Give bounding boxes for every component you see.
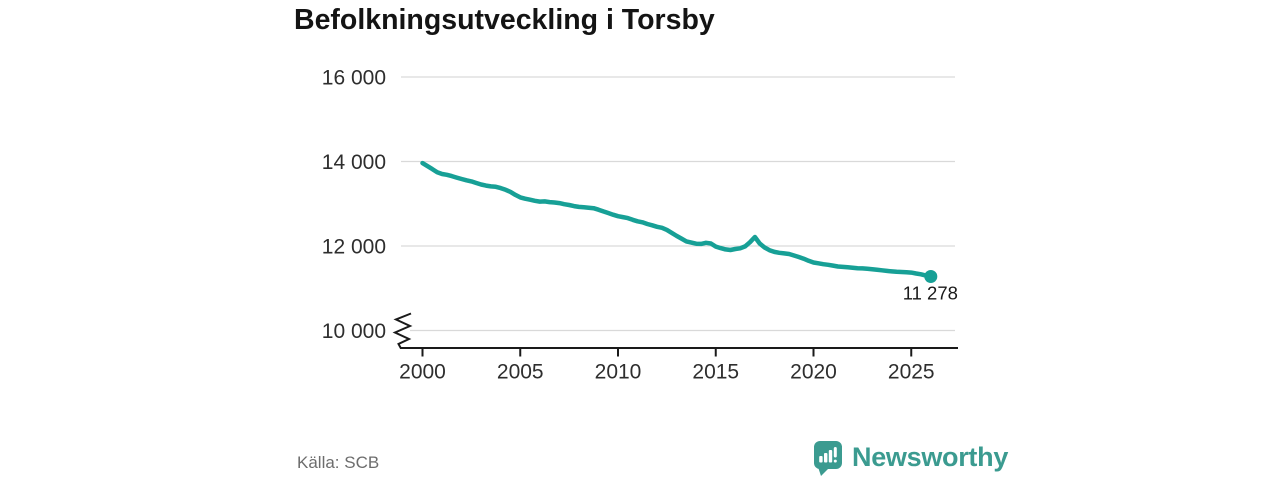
x-tick-label: 2005 <box>497 361 544 384</box>
x-tick-label: 2020 <box>790 361 837 384</box>
y-axis-break-icon <box>392 312 413 349</box>
x-tick-label: 2000 <box>399 361 446 384</box>
newsworthy-logo-icon <box>814 441 842 476</box>
x-tick-label: 2015 <box>692 361 739 384</box>
logo-bar-2 <box>824 453 828 463</box>
logo-exclamation-dot <box>833 459 837 463</box>
brand-wordmark: Newsworthy <box>852 442 1009 472</box>
chart-title: Befolkningsutveckling i Torsby <box>294 4 715 36</box>
x-tick-label: 2025 <box>888 361 935 384</box>
end-point-dot <box>924 270 938 283</box>
newsworthy-logo: Newsworthy <box>813 440 1008 477</box>
logo-bar-3 <box>828 450 833 463</box>
y-tick-label: 14 000 <box>322 151 386 174</box>
y-tick-label: 16 000 <box>322 67 386 90</box>
source-note: Källa: SCB <box>297 453 380 472</box>
population-line <box>420 160 934 279</box>
y-tick-label: 10 000 <box>322 320 386 343</box>
end-value-label: 11 278 <box>903 283 958 304</box>
logo-bar-1 <box>819 456 823 463</box>
x-tick-label: 2010 <box>595 361 642 384</box>
logo-exclamation-line <box>833 447 837 458</box>
y-tick-label: 12 000 <box>322 236 386 259</box>
